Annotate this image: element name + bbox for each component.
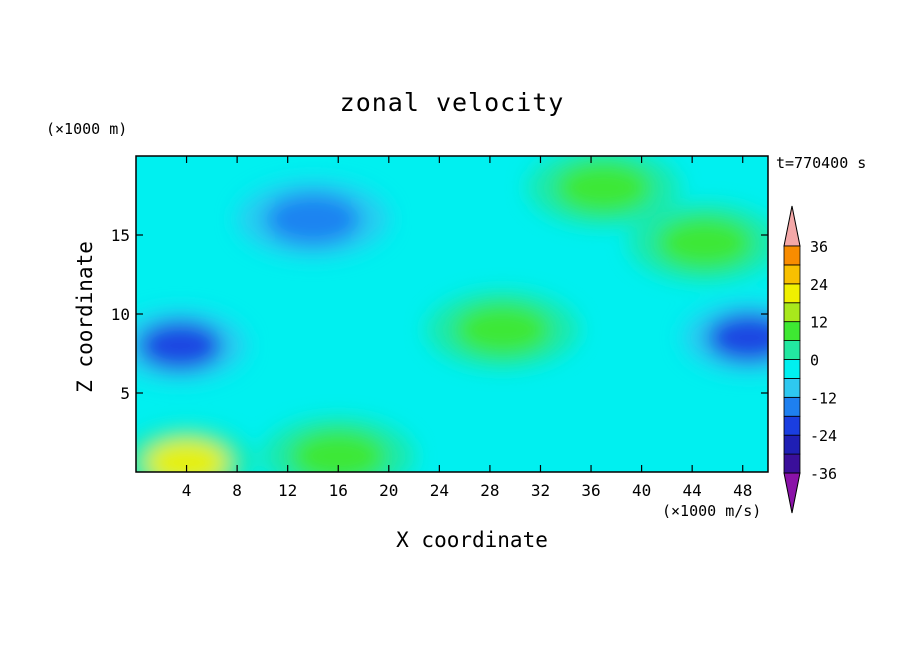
colorbar-tick-label: -24: [810, 427, 837, 445]
y-axis-unit: (×1000 m): [46, 120, 128, 138]
feature-core: [454, 303, 551, 356]
y-tick-label: 15: [111, 226, 130, 245]
colorbar-band: [783, 415, 801, 436]
x-tick-label: 24: [430, 481, 449, 500]
colorbar-tick-label: 24: [810, 276, 828, 294]
colorbar: 36 24 12 0 -12 -24 -36: [783, 205, 837, 514]
time-label: t=770400 s: [776, 154, 867, 172]
x-axis-label: X coordinate: [396, 528, 548, 552]
feature-core: [656, 216, 753, 269]
colorbar-band: [783, 302, 801, 323]
feature-core: [138, 321, 223, 370]
colorbar-band: [783, 340, 801, 360]
x-tick-label: 12: [278, 481, 297, 500]
y-axis-ticks: 5 10 15: [111, 226, 768, 403]
colorbar-band: [783, 245, 801, 266]
feature-core: [555, 161, 652, 214]
colorbar-band: [783, 283, 801, 304]
x-tick-label: 8: [232, 481, 242, 500]
feature-core: [290, 430, 387, 472]
x-tick-label: 40: [632, 481, 651, 500]
x-axis-unit: (×1000 m/s): [662, 502, 762, 520]
colorbar-band: [783, 396, 801, 417]
y-tick-label: 5: [120, 384, 130, 403]
colorbar-over-triangle: [783, 205, 801, 247]
colorbar-band: [783, 321, 801, 341]
x-tick-label: 36: [581, 481, 600, 500]
colorbar-under-triangle: [783, 472, 801, 514]
feature-core: [707, 313, 768, 362]
chart-title: zonal velocity: [339, 88, 565, 117]
colorbar-tick-label: 36: [810, 238, 828, 256]
colorbar-band: [783, 434, 801, 455]
x-tick-label: 16: [329, 481, 348, 500]
colorbar-tick-label: 0: [810, 352, 819, 370]
colorbar-tick-label: -12: [810, 389, 837, 407]
velocity-field: [136, 156, 768, 472]
colorbar-tick-label: -36: [810, 465, 837, 483]
colorbar-band: [783, 359, 801, 379]
x-axis-ticks: 4 8 12 16 20 24 28 32 36 40 44 48: [182, 156, 752, 500]
x-tick-label: 32: [531, 481, 550, 500]
x-tick-label: 48: [733, 481, 752, 500]
colorbar-band: [783, 378, 801, 398]
x-tick-label: 20: [379, 481, 398, 500]
feature-core: [144, 438, 229, 472]
x-tick-label: 28: [480, 481, 499, 500]
y-tick-label: 10: [111, 305, 130, 324]
colorbar-band: [783, 264, 801, 285]
colorbar-band: [783, 453, 801, 474]
x-tick-label: 44: [683, 481, 702, 500]
x-tick-label: 4: [182, 481, 192, 500]
feature-core: [264, 193, 361, 246]
colorbar-tick-label: 12: [810, 314, 828, 332]
